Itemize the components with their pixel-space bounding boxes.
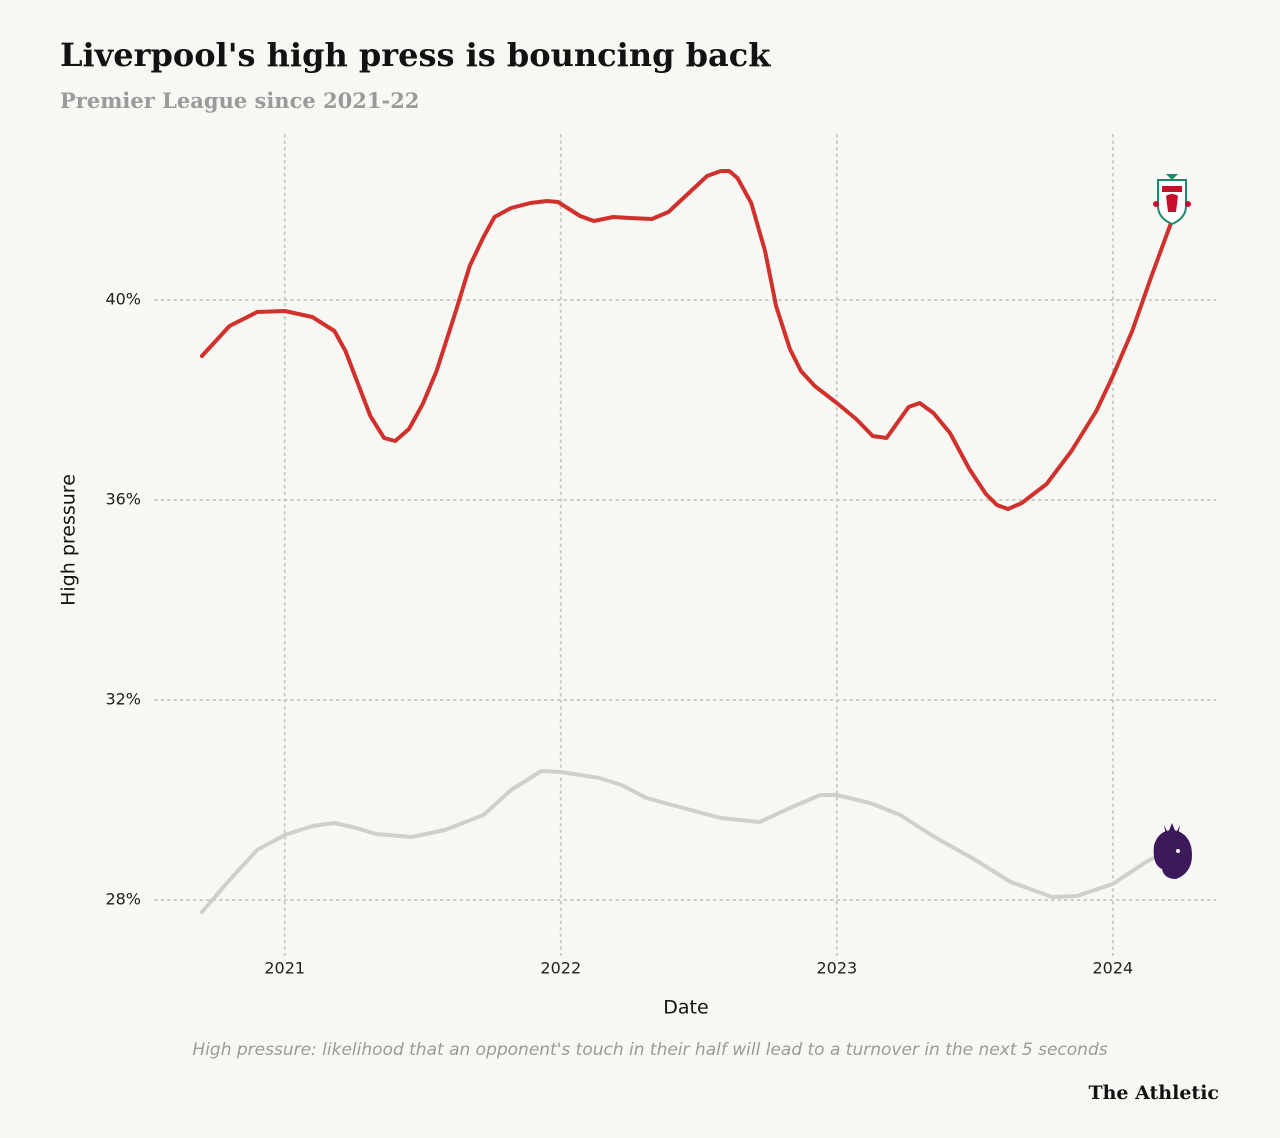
x-tick-label: 2023	[816, 959, 857, 978]
x-tick-label: 2021	[264, 959, 305, 978]
y-tick-label: 40%	[105, 290, 141, 309]
source: The Athletic	[1088, 1082, 1219, 1104]
premier-league-lion	[1153, 823, 1192, 879]
plot-area: 2021 2022 2023 2024 28% 32% 36% 40%	[105, 134, 1216, 978]
x-tick-label: 2024	[1093, 959, 1134, 978]
liverpool-crest	[1153, 174, 1191, 226]
y-tick-label: 36%	[105, 490, 141, 509]
y-tick-label: 32%	[105, 690, 141, 709]
y-tick-label: 28%	[105, 890, 141, 909]
chart-title: Liverpool's high press is bouncing back	[60, 36, 771, 74]
y-axis-label: High pressure	[58, 474, 80, 606]
series-line	[199, 769, 1171, 914]
footnote: High pressure: likelihood that an oppone…	[192, 1040, 1107, 1060]
series-line	[199, 169, 1176, 511]
x-axis-label: Date	[663, 997, 708, 1019]
x-tick-label: 2022	[540, 959, 581, 978]
chart-subtitle: Premier League since 2021-22	[60, 88, 419, 113]
